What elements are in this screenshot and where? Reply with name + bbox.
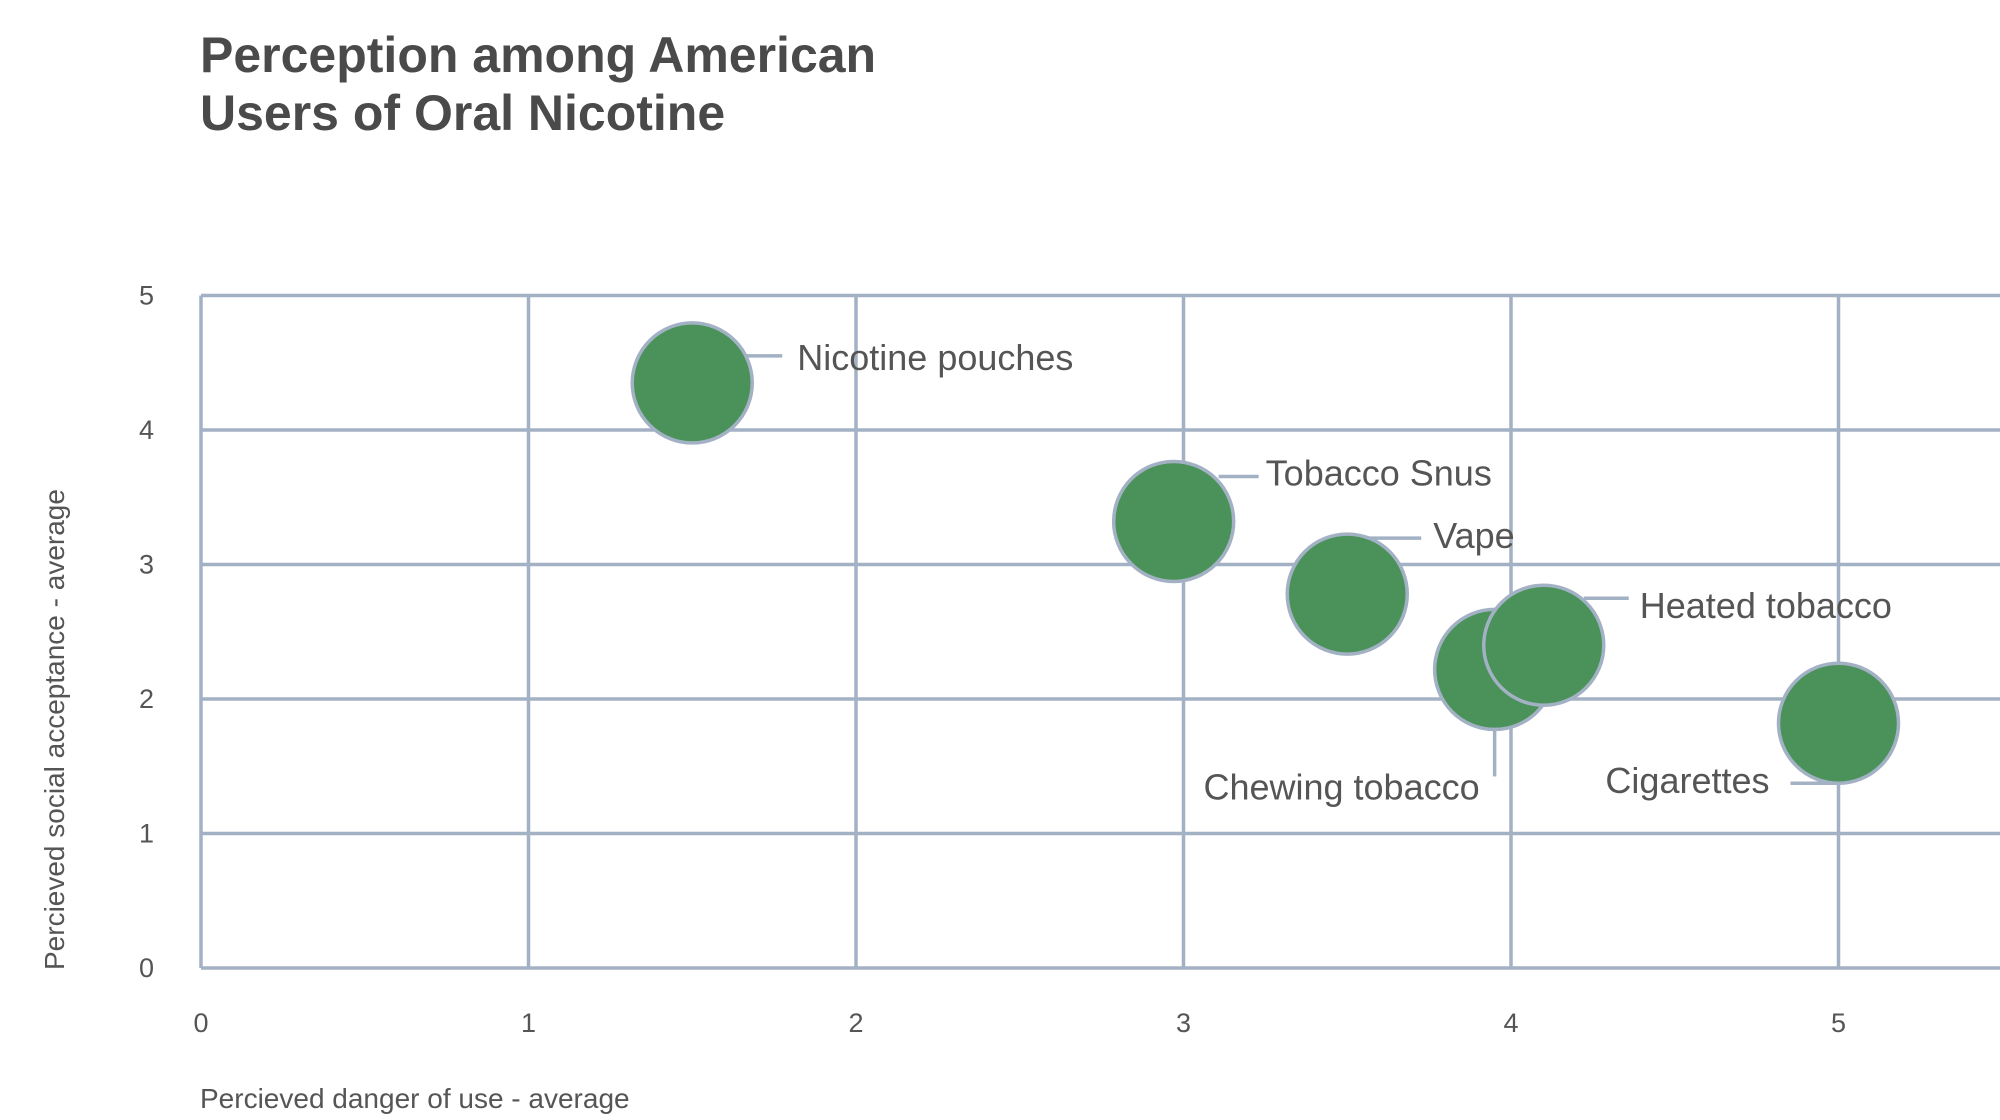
y-tick-label: 3	[139, 550, 154, 580]
bubble-point	[1285, 532, 1409, 656]
bubble-label: Nicotine pouches	[797, 337, 1073, 378]
bubble-label: Vape	[1433, 515, 1514, 556]
y-axis-label: Percieved social acceptance - average	[39, 489, 70, 970]
x-tick-label: 4	[1503, 1008, 1518, 1038]
bubble-point	[1482, 583, 1606, 707]
y-tick-label: 0	[139, 953, 154, 983]
bubble-point	[1776, 661, 1901, 785]
x-tick-label: 2	[848, 1008, 863, 1038]
y-tick-label: 4	[139, 415, 154, 445]
x-axis-label: Percieved danger of use - average	[200, 1083, 630, 1114]
chart-title-line-2: Users of Oral Nicotine	[200, 85, 726, 141]
bubble-label: Chewing tobacco	[1203, 766, 1479, 807]
x-tick-label: 3	[1176, 1008, 1191, 1038]
y-tick-label: 1	[139, 819, 154, 849]
label-leaders	[729, 354, 1839, 785]
tick-labels: 0 1 2 3 4 5 0 1 2 3 4 5	[139, 281, 1846, 1039]
chart-title: Perception among American Users of Oral …	[200, 26, 876, 142]
grid	[199, 293, 2000, 970]
bubble-point	[1111, 459, 1236, 584]
y-tick-label: 2	[139, 684, 154, 714]
bubble-label: Cigarettes	[1605, 760, 1769, 801]
x-tick-label: 0	[193, 1008, 208, 1038]
bubbles	[630, 321, 1901, 785]
bubble-label: Heated tobacco	[1640, 585, 1892, 626]
bubble-label: Tobacco Snus	[1266, 452, 1492, 493]
x-tick-label: 5	[1831, 1008, 1846, 1038]
bubble-labels: Nicotine pouches Tobacco Snus Vape Chewing …	[797, 337, 1892, 807]
x-tick-label: 1	[521, 1008, 536, 1038]
bubble-point	[630, 321, 754, 445]
chart-title-line-1: Perception among American	[200, 27, 877, 83]
y-tick-label: 5	[139, 281, 154, 311]
